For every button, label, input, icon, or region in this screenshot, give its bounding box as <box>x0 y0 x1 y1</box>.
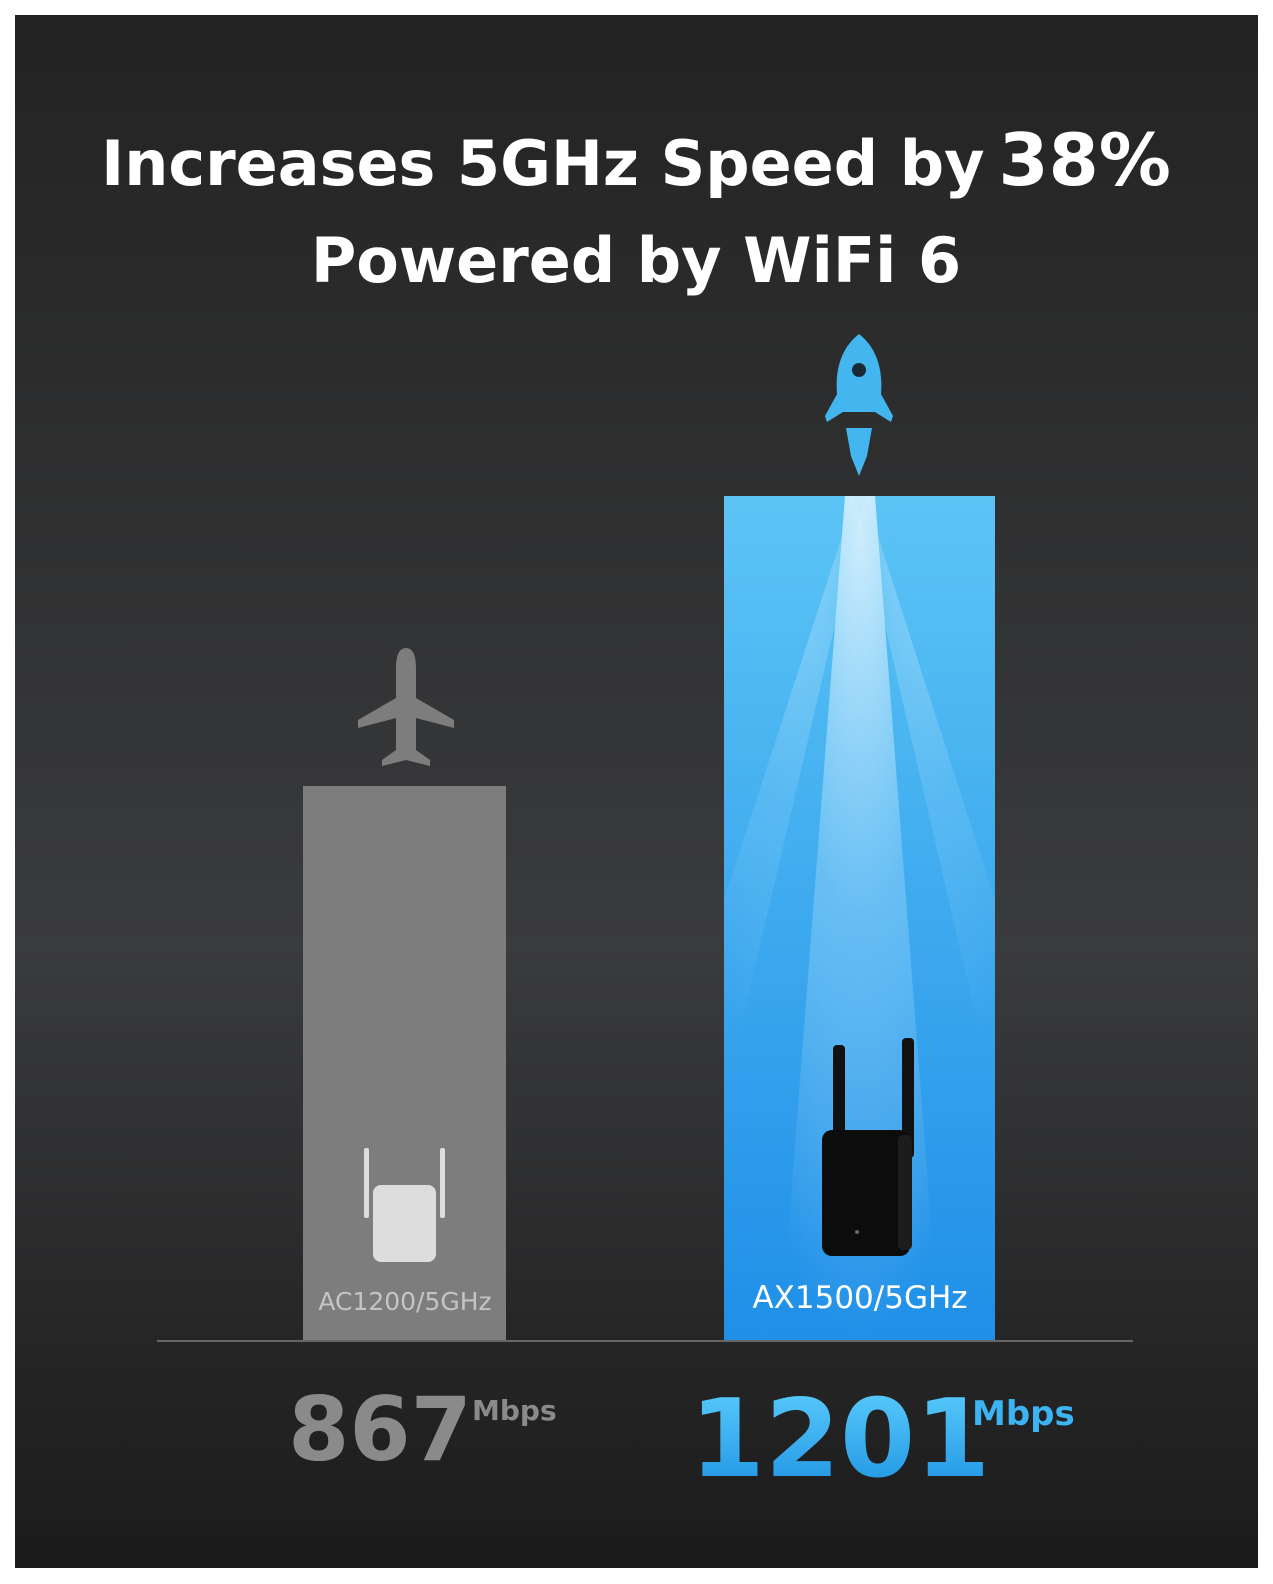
airplane-icon <box>358 648 454 766</box>
title-text: Increases 5GHz Speed by <box>101 127 984 200</box>
panel <box>15 15 1258 1568</box>
speed-unit: Mbps <box>472 1394 557 1427</box>
speed-unit: Mbps <box>972 1394 1075 1434</box>
title-highlight: 38% <box>999 118 1171 202</box>
device-new <box>822 1038 914 1256</box>
bar-label: AX1500/5GHz <box>752 1280 967 1316</box>
light-rays <box>724 496 995 1340</box>
title-line-1: Increases 5GHz Speed by 38% <box>101 118 1171 202</box>
speed-value: 1201 <box>690 1377 991 1502</box>
bar-label: AC1200/5GHz <box>318 1287 491 1316</box>
device-old <box>364 1148 445 1262</box>
title-line-2: Powered by WiFi 6 <box>311 224 961 297</box>
speed-value: 867 <box>288 1378 472 1481</box>
rocket-icon <box>825 334 893 476</box>
